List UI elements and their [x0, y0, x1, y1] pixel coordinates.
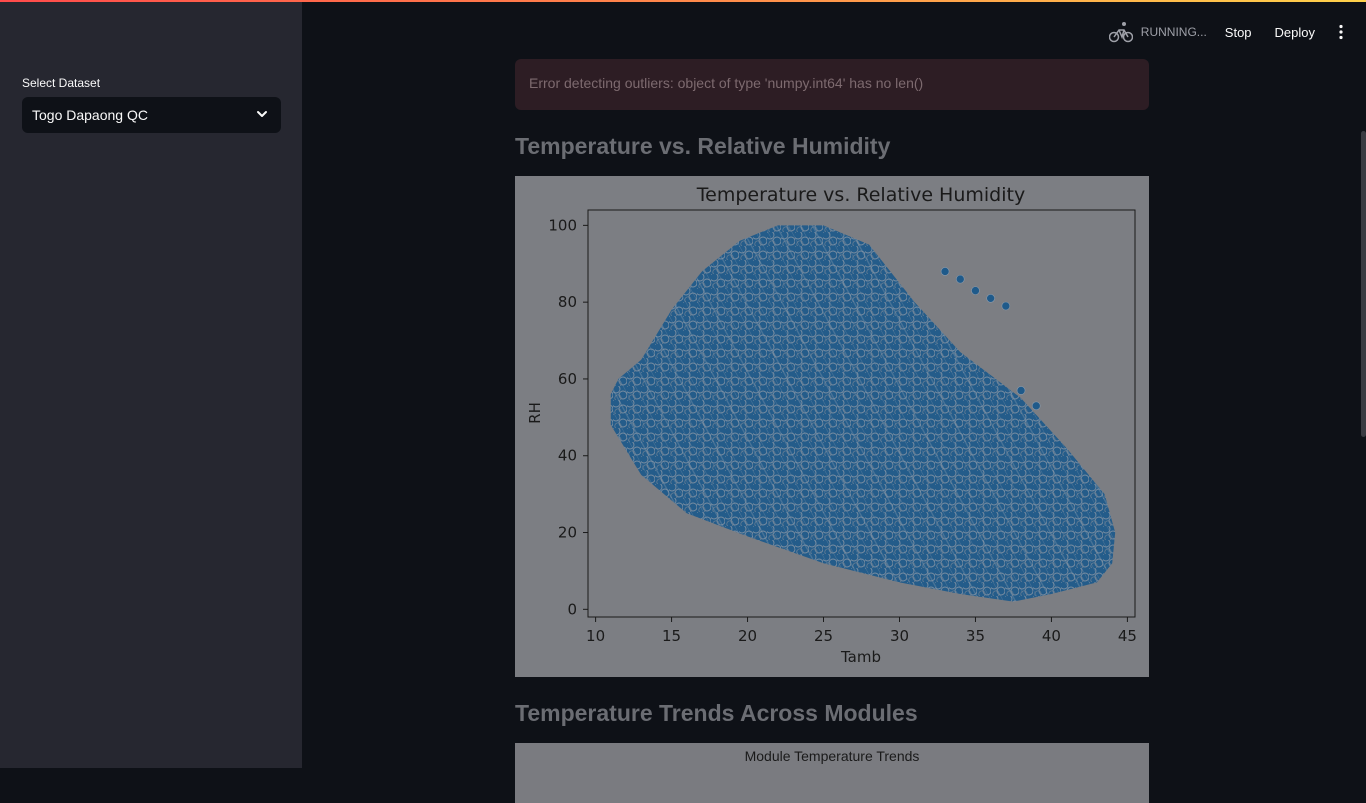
error-alert: Error detecting outliers: object of type…: [515, 59, 1149, 110]
y-tick-label: 60: [558, 370, 577, 388]
chart-title: Temperature vs. Relative Humidity: [696, 184, 1025, 206]
scatter-point: [955, 274, 965, 284]
section-title-module-trends: Temperature Trends Across Modules: [515, 700, 918, 726]
running-status-text: RUNNING...: [1140, 25, 1207, 39]
x-tick-label: 30: [890, 627, 909, 645]
y-tick-label: 80: [558, 293, 577, 311]
running-status: RUNNING...: [1108, 21, 1207, 43]
scatter-point: [986, 294, 995, 303]
select-dataset-label: Select Dataset: [22, 76, 101, 90]
main-scrollbar[interactable]: [1361, 131, 1366, 437]
dataset-select-value: Togo Dapaong QC: [32, 107, 148, 123]
scatter-chart-svg: Temperature vs. Relative Humidity 10 15 20…: [515, 176, 1149, 677]
scatter-point: [1001, 301, 1011, 311]
kebab-menu-icon[interactable]: [1338, 24, 1344, 40]
module-trends-chart: Module Temperature Trends: [515, 743, 1149, 803]
module-trends-chart-title: Module Temperature Trends: [744, 748, 920, 764]
x-tick-label: 20: [738, 627, 757, 645]
top-accent-bar: [0, 0, 1366, 2]
y-tick-label: 20: [558, 524, 577, 542]
x-axis-label: Tamb: [840, 648, 881, 666]
scatter-point: [1031, 401, 1041, 411]
x-tick-label: 35: [966, 627, 985, 645]
chevron-down-icon: [257, 111, 267, 117]
x-tick-label: 10: [586, 627, 605, 645]
main-content: Error detecting outliers: object of type…: [515, 59, 1149, 803]
plot-area: [587, 209, 1136, 618]
x-tick-label: 45: [1118, 627, 1137, 645]
cyclist-icon: [1108, 22, 1133, 43]
scatter-point: [1016, 386, 1026, 395]
app-header-toolbar: RUNNING... Stop Deploy: [1108, 20, 1344, 44]
deploy-button[interactable]: Deploy: [1274, 24, 1315, 40]
scatter-point: [940, 267, 950, 276]
y-tick-label: 40: [558, 447, 577, 465]
dataset-select[interactable]: Togo Dapaong QC: [22, 97, 281, 133]
y-axis-label: RH: [526, 402, 544, 424]
scatter-point: [971, 286, 980, 295]
y-tick-label: 100: [548, 216, 577, 234]
main-area: RUNNING... Stop Deploy Error detecting o…: [302, 0, 1366, 803]
sidebar: Select Dataset Togo Dapaong QC: [0, 0, 302, 768]
scatter-chart: Temperature vs. Relative Humidity 10 15 20…: [515, 176, 1149, 677]
y-tick-label: 0: [567, 600, 577, 618]
x-tick-label: 40: [1042, 627, 1061, 645]
section-title-temp-rh: Temperature vs. Relative Humidity: [515, 133, 891, 159]
x-tick-label: 15: [662, 627, 681, 645]
stop-button[interactable]: Stop: [1224, 24, 1252, 40]
x-tick-label: 25: [814, 627, 833, 645]
